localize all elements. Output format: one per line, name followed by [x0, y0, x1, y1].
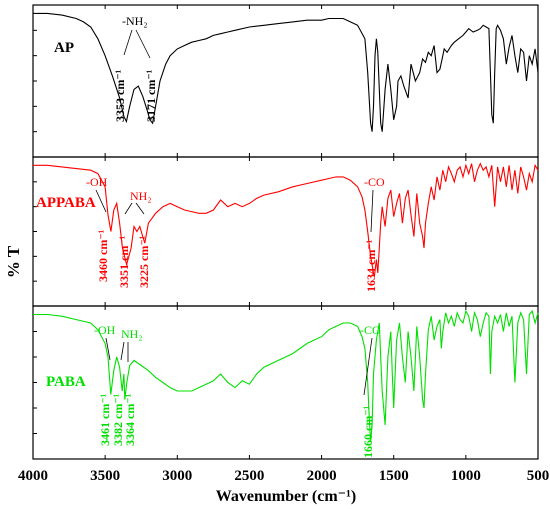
paba-peak-3461: 3461 cm⁻¹ [98, 393, 112, 446]
paba-arrow-co [363, 337, 373, 396]
appaba-arrow-oh [95, 189, 107, 213]
paba-peak-1660: 1660 cm⁻¹ [361, 405, 375, 458]
paba-arrow-oh [105, 337, 111, 361]
paba-spectrum-line [33, 309, 539, 443]
appaba-nh2-annotation: NH₂ [130, 189, 152, 203]
paba-peak-3382: 3382 cm⁻¹ [111, 393, 125, 446]
appaba-spectrum-line [33, 162, 539, 277]
ap-peak-3353: 3353 cm⁻¹ [113, 69, 127, 122]
y-axis-label: % T [4, 245, 23, 278]
x-tick-label: 3500 [90, 468, 120, 484]
paba-arrow-nh2-a [120, 341, 125, 361]
paba-co-annotation: -CO [360, 323, 381, 337]
paba-peak-3364: 3364 cm⁻¹ [123, 393, 137, 446]
appaba-arrow-nh2-b [135, 202, 145, 215]
x-tick-label: 500 [527, 468, 550, 484]
x-tick-label: 2000 [307, 468, 337, 484]
x-axis-label: Wavenumber (cm⁻¹) [216, 488, 356, 505]
panel-ap: AP -NH₂ 3353 cm⁻¹ 3171 cm⁻¹ [32, 4, 539, 158]
ap-peak-3171: 3171 cm⁻¹ [144, 69, 158, 122]
ap-spectrum-line [33, 12, 539, 132]
panel-appaba-ticks [32, 157, 539, 306]
paba-oh-annotation: -OH [94, 323, 116, 337]
appaba-co-annotation: -CO [364, 175, 385, 189]
appaba-peak-3351: 3351 cm⁻¹ [117, 235, 131, 288]
appaba-arrow-co [370, 189, 374, 233]
appaba-arrow-nh2-a [124, 202, 133, 215]
appaba-oh-annotation: -OH [86, 175, 108, 189]
x-tick-label: 1500 [379, 468, 409, 484]
panel-ap-ticks [32, 5, 539, 157]
appaba-peak-3225: 3225 cm⁻¹ [137, 235, 151, 288]
x-tick-labels: 4000 3500 3000 2500 2000 1500 1000 500 [18, 468, 549, 484]
appaba-peak-3460: 3460 cm⁻¹ [96, 229, 110, 282]
appaba-label: APPABA [36, 195, 96, 211]
panel-ap-frame [32, 4, 539, 158]
x-tick-label: 1000 [451, 468, 481, 484]
ap-label: AP [54, 40, 74, 56]
paba-nh2-annotation: NH₂ [121, 327, 143, 341]
panel-paba: PABA -OH NH₂ -CO 3461 cm⁻¹ 3382 cm⁻¹ 336… [32, 305, 539, 460]
panel-appaba: APPABA -OH NH₂ -CO 3460 cm⁻¹ 3351 cm⁻¹ 3… [32, 156, 539, 307]
ap-arrow-2 [135, 29, 151, 59]
ap-nh2-annotation: -NH₂ [122, 14, 148, 28]
panel-paba-ticks [32, 306, 539, 459]
appaba-peak-1634: 1634 cm⁻¹ [364, 239, 378, 292]
paba-label: PABA [46, 374, 86, 390]
x-tick-label: 4000 [18, 468, 48, 484]
x-tick-label: 2500 [234, 468, 264, 484]
ap-arrow-1 [123, 29, 133, 56]
x-tick-label: 3000 [162, 468, 192, 484]
